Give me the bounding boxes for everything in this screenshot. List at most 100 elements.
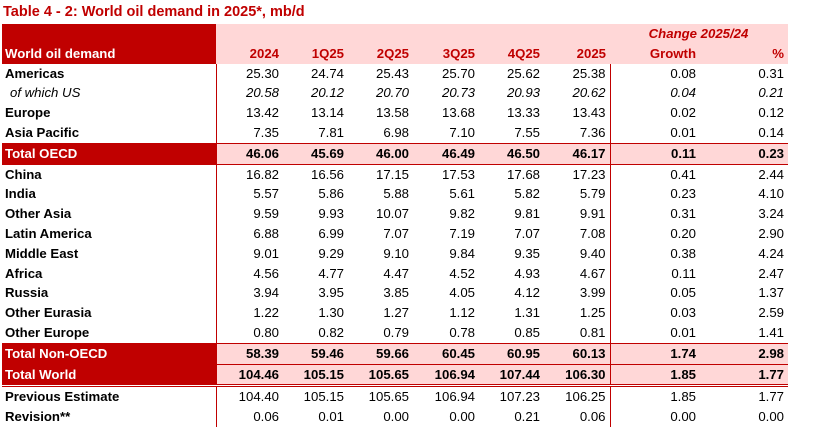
table-row: Africa 4.56 4.77 4.47 4.52 4.93 4.67 0.11 2.47 [2,263,788,284]
value-cell: 25.70 [441,65,475,81]
growth-cell: 0.11 [609,143,700,165]
value-cell: 3.95 [318,285,344,301]
value-cell: 46.49 [413,143,479,165]
value-cell: 20.58 [215,83,283,104]
table-row: China 16.82 16.56 17.15 17.53 17.68 17.23 0.41 2… [2,164,788,185]
value-cell: 107.44 [479,364,544,387]
value-cell: 46.17 [544,143,610,165]
col-header: 2024 [216,43,283,64]
value-cell: 20.93 [506,85,540,101]
value-cell: 10.07 [375,206,409,222]
value-cell: 25.30 [215,63,283,84]
value-cell: 104.40 [215,384,283,408]
table-row: Europe 13.42 13.14 13.58 13.68 13.33 13.43 0.02… [2,103,788,123]
row-label: Africa [5,265,43,281]
value-cell: 60.13 [544,343,610,365]
value-cell: 13.58 [375,105,409,121]
col-header: 2025 [544,43,610,64]
value-cell: 16.82 [215,164,283,185]
row-label: Other Asia [5,206,72,222]
value-cell: 59.46 [283,343,348,365]
value-cell: 9.82 [449,206,475,222]
value-cell: 7.07 [514,225,540,241]
table-row: India 5.57 5.86 5.88 5.61 5.82 5.79 0.23 4.10 [2,184,788,205]
value-cell: 7.07 [383,225,409,241]
value-cell: 105.65 [348,364,413,387]
table-row: Total World 104.46 105.15 105.65 106.94 107.4… [2,364,789,387]
row-label: Other Eurasia [5,305,92,321]
value-cell: 7.08 [579,225,606,241]
value-cell: 5.57 [215,184,283,205]
value-cell: 0.80 [215,322,283,344]
value-cell: 20.12 [310,85,344,101]
value-cell: 0.06 [215,407,283,427]
col-header: 3Q25 [413,43,479,64]
value-cell: 17.53 [441,166,475,182]
value-cell: 1.30 [318,305,344,321]
oil-demand-table: Change 2025/24 World oil demand 2024 1Q2… [2,24,789,427]
percent-cell: 4.24 [758,245,785,261]
percent-cell: 1.37 [758,285,785,301]
value-cell: 9.93 [318,206,344,222]
value-cell: 0.00 [383,409,409,425]
value-cell: 13.42 [215,103,283,123]
table-row: Middle East 9.01 9.29 9.10 9.84 9.35 9.40 0.38 4… [2,243,788,264]
header-corner [2,24,216,44]
table-row: Asia Pacific 7.35 7.81 6.98 7.10 7.55 7.36 0.01… [2,122,789,144]
value-cell: 9.91 [579,206,606,222]
value-cell: 0.85 [479,322,544,344]
value-cell: 46.50 [479,143,544,165]
value-cell: 4.67 [579,265,606,281]
change-header: Change 2025/24 [610,24,789,44]
col-header: 2Q25 [348,43,413,64]
table-row: Latin America 6.88 6.99 7.07 7.19 7.07 7.08 0.2… [2,223,788,244]
percent-cell: 0.12 [758,105,785,121]
percent-cell: 4.10 [758,186,785,202]
value-cell: 16.56 [310,166,344,182]
row-label: India [5,186,36,202]
value-cell: 1.27 [383,305,409,321]
header-row: World oil demand 2024 1Q25 2Q25 3Q25 4Q2… [2,43,789,64]
growth-cell: 0.02 [609,103,700,123]
row-label: Asia Pacific [2,122,216,144]
value-cell: 1.31 [514,305,540,321]
value-cell: 4.12 [514,285,540,301]
value-cell: 9.84 [449,245,475,261]
col-header: 4Q25 [479,43,544,64]
growth-cell: 0.01 [609,322,700,344]
value-cell: 106.94 [413,364,479,387]
growth-cell: 1.74 [609,343,700,365]
value-cell: 5.82 [514,186,540,202]
row-label: Other Europe [2,322,216,344]
value-cell: 46.06 [215,143,283,165]
value-cell: 9.59 [215,204,283,224]
value-cell: 0.21 [514,409,540,425]
value-cell: 5.86 [318,186,344,202]
value-cell: 4.56 [215,263,283,284]
growth-cell: 0.08 [609,63,700,84]
row-label: Russia [5,285,49,301]
value-cell: 107.23 [479,384,544,408]
percent-cell: 2.44 [758,166,785,182]
value-cell: 25.38 [572,65,606,81]
value-cell: 17.23 [572,166,606,182]
value-cell: 25.43 [375,65,409,81]
row-label: Latin America [5,225,92,241]
growth-cell: 0.01 [609,122,700,144]
value-cell: 17.15 [375,166,409,182]
col-header: 1Q25 [283,43,348,64]
growth-cell: 0.04 [609,83,700,104]
table-title: Table 4 - 2: World oil demand in 2025*, … [3,4,305,20]
value-cell: 0.81 [544,322,610,344]
table-row: Americas 25.30 24.74 25.43 25.70 25.62 25.38 0.… [2,63,788,84]
table-row: Previous Estimate 104.40 105.15 105.65 106.9… [2,384,789,408]
growth-cell: 0.00 [609,407,700,427]
growth-cell: 0.03 [609,303,700,323]
table-row: Other Europe 0.80 0.82 0.79 0.78 0.85 0.81 0.01… [2,322,789,344]
row-label: Total OECD [2,143,216,165]
value-cell: 7.19 [449,225,475,241]
percent-cell: 0.21 [758,85,785,101]
percent-cell: 2.47 [758,265,785,281]
value-cell: 1.12 [449,305,475,321]
value-cell: 0.06 [579,409,606,425]
